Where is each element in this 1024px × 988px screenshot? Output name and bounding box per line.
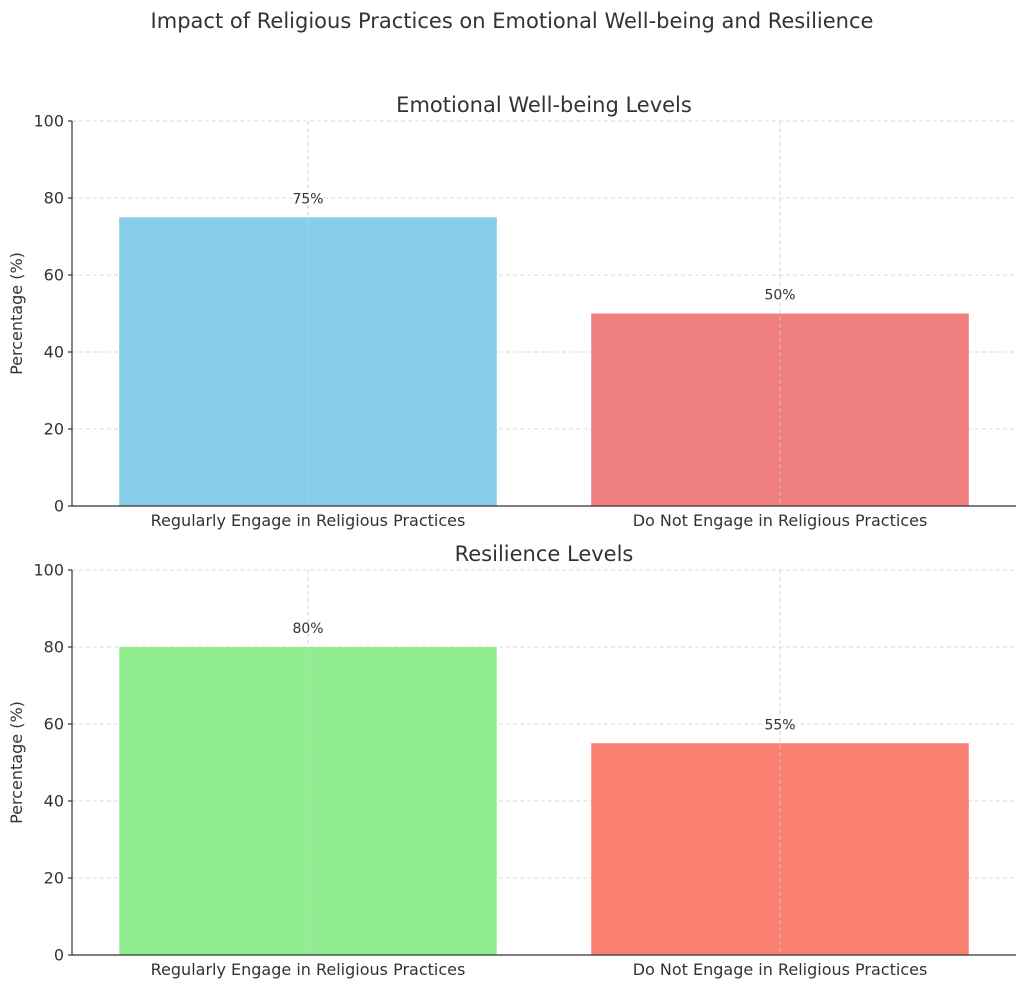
category-label: Regularly Engage in Religious Practices xyxy=(151,511,466,530)
category-label: Regularly Engage in Religious Practices xyxy=(151,960,466,979)
bars: 80% 55% xyxy=(119,570,969,955)
bar-value-label: 55% xyxy=(764,717,795,733)
y-tick-label: 20 xyxy=(44,420,64,439)
category-label: Do Not Engage in Religious Practices xyxy=(633,511,928,530)
y-axis-label: Percentage (%) xyxy=(7,701,26,824)
figure-title: Impact of Religious Practices on Emotion… xyxy=(151,9,874,33)
y-tick-label: 60 xyxy=(44,266,64,285)
y-tick-label: 0 xyxy=(54,497,64,516)
y-tick-label: 40 xyxy=(44,792,64,811)
chart-emotional-wellbeing: 75% 50% 0 20 40 60 80 100 Regularly Engage in R… xyxy=(7,93,1016,530)
y-tick-label: 20 xyxy=(44,869,64,888)
chart-resilience: 80% 55% 0 20 40 60 80 100 Regularly Engage in R… xyxy=(7,542,1016,979)
axes: 0 20 40 60 80 100 Regularly Engage in Religiou… xyxy=(33,112,1016,530)
y-tick-label: 100 xyxy=(33,112,64,131)
y-tick-label: 100 xyxy=(33,561,64,580)
y-tick-label: 80 xyxy=(44,189,64,208)
chart-title: Emotional Well-being Levels xyxy=(396,93,692,117)
y-tick-label: 0 xyxy=(54,946,64,965)
y-tick-label: 80 xyxy=(44,638,64,657)
bars: 75% 50% xyxy=(119,121,969,506)
bar-value-label: 50% xyxy=(764,288,795,304)
bar-value-label: 75% xyxy=(292,191,323,207)
y-axis-label: Percentage (%) xyxy=(7,252,26,375)
bar xyxy=(591,743,969,955)
y-tick-label: 60 xyxy=(44,715,64,734)
bar-value-label: 80% xyxy=(292,621,323,637)
chart-title: Resilience Levels xyxy=(455,542,634,566)
axes: 0 20 40 60 80 100 Regularly Engage in Religiou… xyxy=(33,561,1016,979)
y-tick-label: 40 xyxy=(44,343,64,362)
category-label: Do Not Engage in Religious Practices xyxy=(633,960,928,979)
